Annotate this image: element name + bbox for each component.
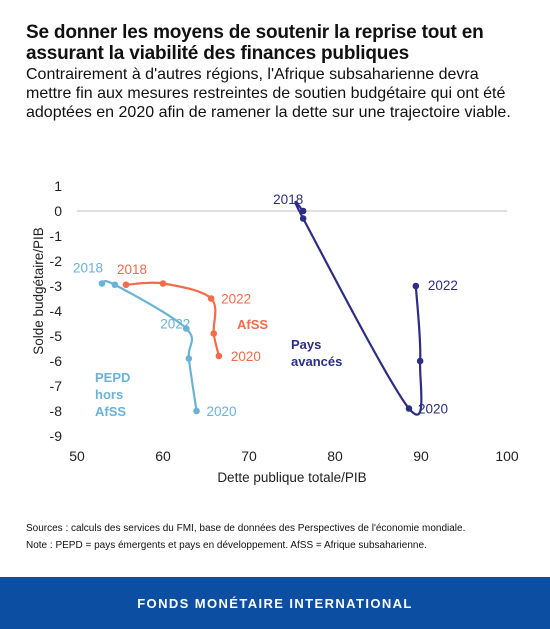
- x-tick-label: 90: [413, 448, 429, 464]
- x-tick-label: 80: [327, 448, 343, 464]
- year-label: 2022: [221, 292, 251, 307]
- footer-notes: Sources : calculs des services du FMI, b…: [26, 520, 536, 554]
- x-tick-label: 70: [241, 448, 257, 464]
- data-point: [159, 280, 167, 287]
- imf-banner: FONDS MONÉTAIRE INTERNATIONAL: [0, 577, 550, 629]
- data-point: [122, 281, 130, 289]
- year-label: 2020: [207, 404, 237, 419]
- data-point: [215, 352, 223, 360]
- y-tick-label: -3: [50, 278, 63, 294]
- y-tick-label: -5: [50, 328, 63, 344]
- year-label: 2022: [160, 317, 190, 332]
- y-tick-label: -9: [50, 428, 63, 444]
- data-point: [299, 207, 307, 215]
- data-point: [210, 330, 218, 337]
- chart-title: Se donner les moyens de soutenir la repr…: [26, 22, 484, 64]
- y-tick-label: -2: [50, 253, 63, 269]
- series-name-label: Pays: [291, 337, 321, 352]
- series-name-label: PEPD: [95, 370, 130, 385]
- definitions-note: Note : PEPD = pays émergents et pays en …: [26, 540, 427, 551]
- year-label: 2020: [418, 402, 448, 417]
- year-label: 2022: [428, 278, 458, 293]
- y-tick-label: -7: [50, 378, 63, 394]
- data-point: [207, 295, 215, 302]
- chart-plot: 1 0 -1 -2 -3 -4 -5 -6 -7 -8 -9 50 60 70 80 90 100 Dette p…: [31, 178, 519, 485]
- y-tick-label: 0: [54, 203, 62, 219]
- y-tick-label: -1: [50, 228, 63, 244]
- data-point: [182, 325, 190, 332]
- y-tick-label: -4: [50, 303, 63, 319]
- y-axis-label: Solde budgétaire/PIB: [31, 227, 46, 355]
- data-point: [416, 357, 424, 365]
- series-name-label: hors: [95, 387, 123, 402]
- y-tick-label: -8: [50, 403, 63, 419]
- data-point: [111, 281, 119, 289]
- data-point: [185, 355, 193, 362]
- year-label: 2018: [73, 261, 103, 276]
- x-axis-label: Dette publique totale/PIB: [217, 470, 366, 485]
- series-name-label: AfSS: [237, 317, 268, 332]
- series-name-label: avancés: [291, 354, 342, 369]
- series-line: [294, 201, 423, 416]
- y-tick-label: 1: [54, 178, 62, 194]
- year-label: 2020: [231, 349, 261, 364]
- year-label: 2018: [117, 262, 147, 277]
- data-point: [405, 405, 413, 412]
- x-tick-label: 100: [495, 448, 519, 464]
- imf-banner-label: FONDS MONÉTAIRE INTERNATIONAL: [137, 595, 413, 611]
- sources-note: Sources : calculs des services du FMI, b…: [26, 523, 466, 534]
- chart-subtitle: Contrairement à d'autres régions, l'Afri…: [26, 66, 511, 121]
- x-tick-label: 60: [155, 448, 171, 464]
- series-name-label: AfSS: [95, 404, 126, 419]
- y-tick-label: -6: [50, 353, 63, 369]
- year-label: 2018: [273, 192, 303, 207]
- data-point: [299, 215, 307, 222]
- chart-header: Se donner les moyens de soutenir la repr…: [26, 22, 526, 122]
- x-tick-label: 50: [69, 448, 85, 464]
- data-point: [412, 282, 420, 290]
- data-point: [193, 407, 200, 415]
- data-point: [98, 280, 106, 287]
